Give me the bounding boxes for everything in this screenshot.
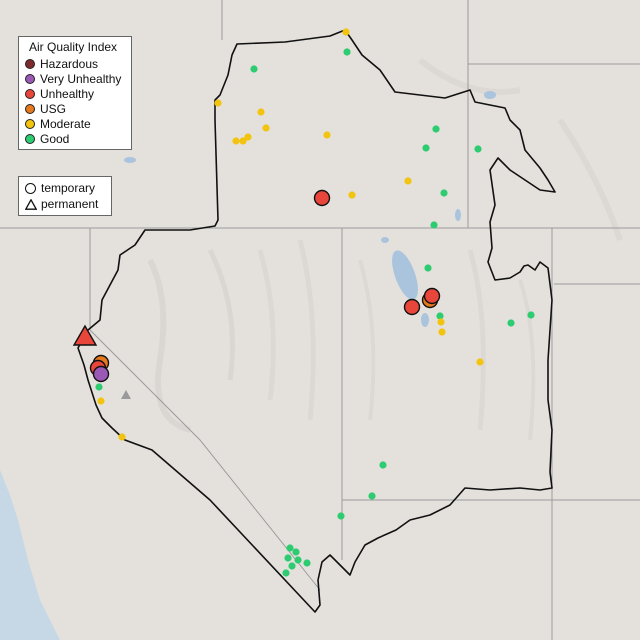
temporary-label: temporary — [41, 181, 96, 195]
moderate-sensor-marker[interactable] — [244, 133, 252, 141]
circle-icon — [25, 182, 36, 194]
permanent-monitor-unhealthy[interactable] — [72, 324, 98, 346]
very-unhealthy-swatch — [25, 74, 35, 84]
pacific-ocean — [0, 470, 60, 640]
good-sensor-marker[interactable] — [424, 264, 432, 272]
moderate-sensor-marker[interactable] — [262, 124, 270, 132]
good-sensor-marker[interactable] — [288, 562, 296, 570]
terrain-shading — [147, 57, 623, 441]
good-sensor-marker[interactable] — [474, 145, 482, 153]
unhealthy-monitor-marker[interactable] — [423, 287, 441, 305]
good-sensor-marker[interactable] — [284, 554, 292, 562]
good-sensor-marker[interactable] — [343, 48, 351, 56]
triangle-icon — [25, 198, 37, 210]
legend-item-moderate: Moderate — [25, 117, 91, 131]
legend-item-good: Good — [25, 132, 69, 146]
legend-item-unhealthy: Unhealthy — [25, 87, 94, 101]
good-sensor-marker[interactable] — [422, 144, 430, 152]
legend-label: USG — [40, 102, 67, 116]
good-sensor-marker[interactable] — [292, 548, 300, 556]
good-swatch — [25, 134, 35, 144]
good-sensor-marker[interactable] — [527, 311, 535, 319]
good-sensor-marker[interactable] — [440, 189, 448, 197]
legend-item-very-unhealthy: Very Unhealthy — [25, 72, 121, 86]
good-sensor-marker[interactable] — [368, 492, 376, 500]
moderate-sensor-marker[interactable] — [348, 191, 356, 199]
good-sensor-marker[interactable] — [282, 569, 290, 577]
good-sensor-marker[interactable] — [507, 319, 515, 327]
good-sensor-marker[interactable] — [430, 221, 438, 229]
unhealthy-monitor-marker[interactable] — [313, 189, 331, 207]
permanent-label: permanent — [41, 197, 99, 211]
hazardous-swatch — [25, 59, 35, 69]
moderate-sensor-marker[interactable] — [323, 131, 331, 139]
bear-lake — [455, 209, 461, 221]
good-sensor-marker[interactable] — [286, 544, 294, 552]
moderate-sensor-marker[interactable] — [476, 358, 484, 366]
good-sensor-marker[interactable] — [337, 512, 345, 520]
moderate-swatch — [25, 119, 35, 129]
aqi-legend: Air Quality Index Hazardous Very Unhealt… — [18, 36, 132, 150]
legend-label: Moderate — [40, 117, 91, 131]
unhealthy-swatch — [25, 89, 35, 99]
moderate-sensor-marker[interactable] — [232, 137, 240, 145]
moderate-sensor-marker[interactable] — [437, 318, 445, 326]
legend-label: Good — [40, 132, 70, 146]
permanent-monitor-no-data[interactable] — [121, 390, 131, 399]
moderate-sensor-marker[interactable] — [438, 328, 446, 336]
legend-item-permanent: permanent — [25, 196, 98, 212]
good-sensor-marker[interactable] — [432, 125, 440, 133]
very-unhealthy-monitor-marker[interactable] — [92, 365, 110, 383]
legend-item-usg: USG — [25, 102, 66, 116]
monitor-type-legend: temporary permanent — [18, 176, 112, 216]
good-sensor-marker[interactable] — [294, 556, 302, 564]
usg-swatch — [25, 104, 35, 114]
lakes — [93, 91, 496, 374]
legend-item-temporary: temporary — [25, 180, 95, 196]
good-sensor-marker[interactable] — [303, 559, 311, 567]
utah-lake — [421, 313, 429, 327]
moderate-sensor-marker[interactable] — [342, 28, 350, 36]
moderate-sensor-marker[interactable] — [214, 99, 222, 107]
legend-label: Very Unhealthy — [40, 72, 122, 86]
legend-label: Unhealthy — [40, 87, 95, 101]
sensor-markers — [89, 28, 535, 577]
moderate-sensor-marker[interactable] — [404, 177, 412, 185]
legend-item-hazardous: Hazardous — [25, 57, 98, 71]
good-sensor-marker[interactable] — [95, 383, 103, 391]
legend-label: Hazardous — [40, 57, 99, 71]
moderate-sensor-marker[interactable] — [239, 137, 247, 145]
good-sensor-marker[interactable] — [379, 461, 387, 469]
moderate-sensor-marker[interactable] — [97, 397, 105, 405]
moderate-sensor-marker[interactable] — [118, 433, 126, 441]
great-salt-lake — [392, 250, 418, 300]
unhealthy-monitor-marker[interactable] — [403, 298, 421, 316]
good-sensor-marker[interactable] — [250, 65, 258, 73]
region-boundary — [77, 29, 556, 613]
moderate-sensor-marker[interactable] — [257, 108, 265, 116]
good-sensor-marker[interactable] — [436, 312, 444, 320]
aqi-legend-title: Air Quality Index — [29, 40, 118, 54]
